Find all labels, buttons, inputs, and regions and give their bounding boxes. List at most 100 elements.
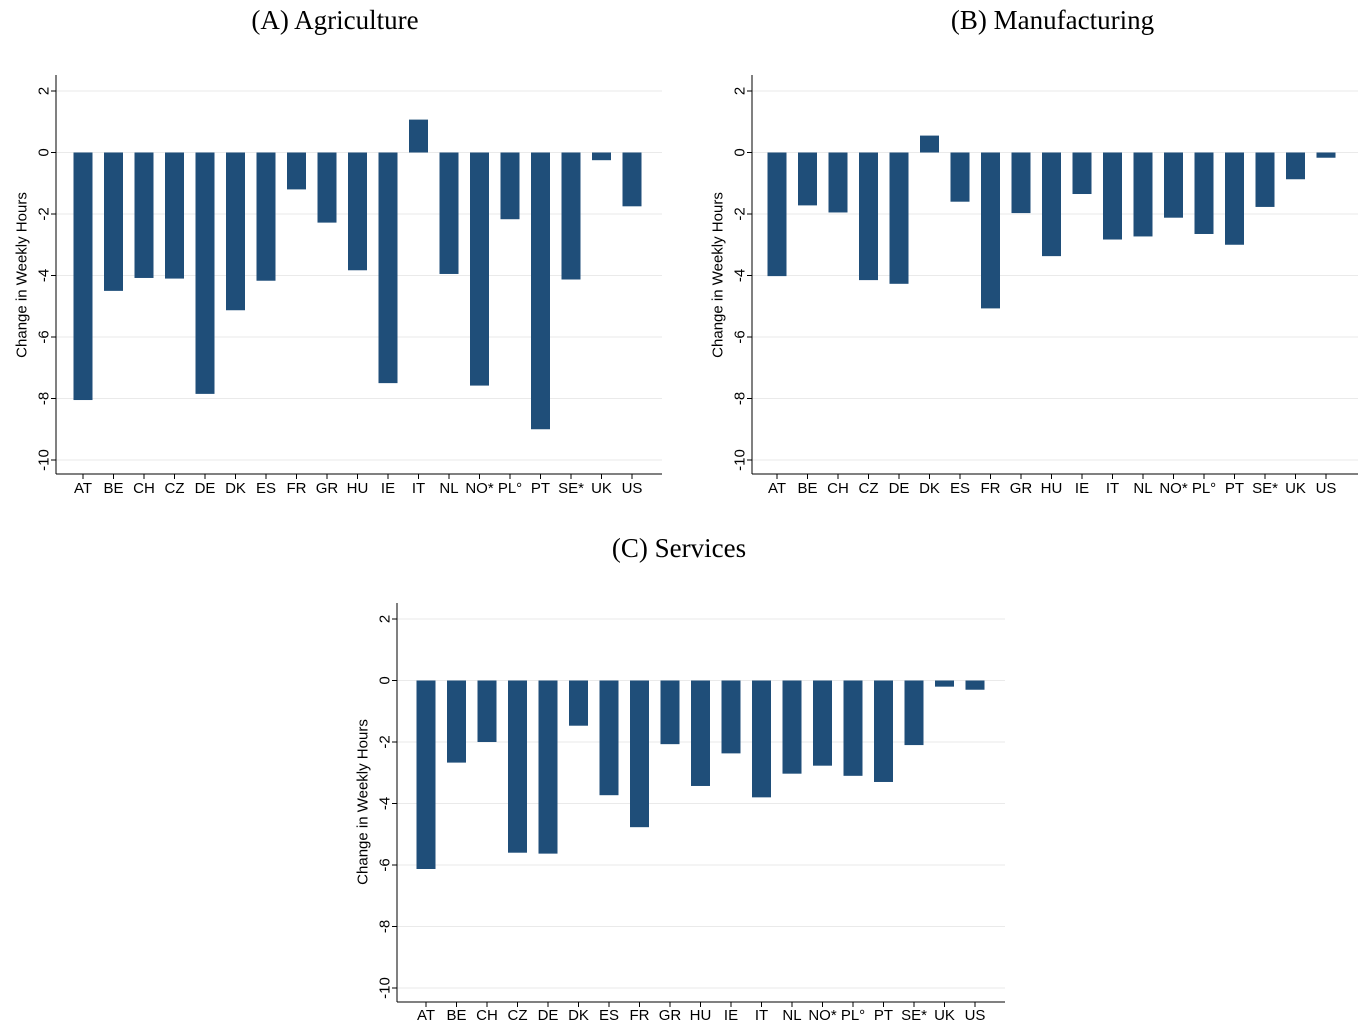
panel-agriculture: (A) Agriculture 2 0 -2 -4 -6 -8 -10 AT BE CH CZ DE D… bbox=[0, 0, 680, 510]
bar-CH bbox=[134, 152, 154, 278]
bar-GR bbox=[1011, 152, 1031, 214]
bar-CH bbox=[477, 680, 497, 742]
y-tick-label: -6 bbox=[732, 330, 749, 343]
x-tick-label: PT bbox=[874, 1007, 893, 1024]
bar-PL° bbox=[500, 152, 520, 220]
x-tick-label: IE bbox=[381, 480, 395, 497]
x-tick-label: US bbox=[622, 480, 643, 497]
bar-FR bbox=[981, 152, 1000, 309]
x-tick-label: UK bbox=[591, 480, 612, 497]
y-tick-label: -4 bbox=[36, 269, 53, 282]
bar-NO* bbox=[1164, 152, 1183, 218]
bar-US bbox=[622, 152, 642, 207]
bar-DK bbox=[226, 152, 245, 311]
y-tick-label: -10 bbox=[732, 449, 749, 471]
x-tick-label: DE bbox=[538, 1007, 559, 1024]
bar-GR bbox=[317, 152, 337, 223]
bar-ES bbox=[256, 152, 276, 281]
bar-AT bbox=[416, 680, 436, 869]
y-tick-label: 0 bbox=[377, 676, 394, 684]
bar-CZ bbox=[859, 152, 878, 281]
bar-SE* bbox=[904, 680, 924, 746]
bar-CZ bbox=[165, 152, 184, 279]
bar-IE bbox=[1072, 152, 1092, 195]
bar-PT bbox=[1225, 152, 1244, 245]
bar-AT bbox=[767, 152, 787, 277]
x-tick-label: IE bbox=[724, 1007, 738, 1024]
x-tick-label: CZ bbox=[859, 480, 879, 497]
bar-UK bbox=[935, 680, 954, 687]
x-tick-label: CH bbox=[827, 480, 849, 497]
bar-IT bbox=[1103, 152, 1122, 240]
y-tick-label: 2 bbox=[377, 615, 394, 623]
x-tick-label: DE bbox=[195, 480, 216, 497]
y-tick-label: -2 bbox=[377, 735, 394, 748]
x-tick-label: BE bbox=[446, 1007, 466, 1024]
x-tick-label: GR bbox=[659, 1007, 682, 1024]
y-tick-label: 2 bbox=[36, 87, 53, 95]
x-tick-label: NO* bbox=[1159, 480, 1188, 497]
bar-NL bbox=[1133, 152, 1153, 237]
bar-HU bbox=[348, 152, 367, 271]
bar-AT bbox=[73, 152, 93, 401]
panel-manufacturing: (B) Manufacturing 2 0 -2 -4 -6 -8 -10 AT BE CH CZ D… bbox=[680, 0, 1359, 510]
panel-title: (C) Services bbox=[611, 533, 747, 563]
chart-services: 2 0 -2 -4 -6 -8 -10 AT BE CH CZ DE DK ES FR GR HU IE IT NL N… bbox=[355, 603, 1005, 1024]
y-tick-label: -10 bbox=[377, 977, 394, 999]
x-tick-label: CH bbox=[476, 1007, 498, 1024]
x-tick-label: CH bbox=[133, 480, 155, 497]
chart-agriculture: 2 0 -2 -4 -6 -8 -10 AT BE CH CZ DE DK ES FR GR HU IE IT NL N… bbox=[14, 75, 662, 497]
bar-DE bbox=[538, 680, 558, 854]
x-tick-label: UK bbox=[934, 1007, 955, 1024]
x-tick-label: PL° bbox=[841, 1007, 865, 1024]
bar-BE bbox=[447, 680, 466, 763]
y-tick-label: -6 bbox=[36, 330, 53, 343]
x-tick-label: IT bbox=[1106, 480, 1119, 497]
x-tick-label: GR bbox=[316, 480, 339, 497]
x-tick-label: CZ bbox=[165, 480, 185, 497]
bar-IE bbox=[378, 152, 398, 384]
bar-NO* bbox=[470, 152, 489, 386]
y-tick-label: -8 bbox=[732, 392, 749, 405]
bar-GR bbox=[660, 680, 680, 745]
x-tick-label: NL bbox=[782, 1007, 801, 1024]
x-tick-label: FR bbox=[630, 1007, 650, 1024]
x-tick-label: US bbox=[965, 1007, 986, 1024]
bar-HU bbox=[1042, 152, 1061, 257]
x-tick-label: NL bbox=[439, 480, 458, 497]
bar-DE bbox=[195, 152, 215, 394]
bar-PL° bbox=[1194, 152, 1214, 234]
bar-DK bbox=[920, 135, 939, 153]
x-tick-label: UK bbox=[1285, 480, 1306, 497]
bar-CH bbox=[828, 152, 848, 213]
bar-IE bbox=[721, 680, 741, 754]
y-tick-label: -4 bbox=[377, 797, 394, 810]
x-tick-label: DK bbox=[225, 480, 246, 497]
x-tick-label: IE bbox=[1075, 480, 1089, 497]
x-tick-label: BE bbox=[797, 480, 817, 497]
bar-US bbox=[965, 680, 985, 690]
bar-US bbox=[1316, 152, 1336, 158]
x-tick-label: FR bbox=[981, 480, 1001, 497]
x-tick-label: HU bbox=[690, 1007, 712, 1024]
x-tick-label: ES bbox=[599, 1007, 619, 1024]
bar-NL bbox=[782, 680, 802, 774]
bar-ES bbox=[599, 680, 619, 796]
bar-ES bbox=[950, 152, 970, 202]
x-tick-label: CZ bbox=[508, 1007, 528, 1024]
y-tick-label: 0 bbox=[36, 148, 53, 156]
y-tick-label: 0 bbox=[732, 148, 749, 156]
bar-PT bbox=[531, 152, 550, 430]
x-tick-label: IT bbox=[412, 480, 425, 497]
bar-PT bbox=[874, 680, 893, 782]
bar-DE bbox=[889, 152, 909, 284]
x-tick-label: SE* bbox=[1252, 480, 1278, 497]
panel-title: (A) Agriculture bbox=[251, 5, 419, 35]
bar-BE bbox=[104, 152, 123, 291]
x-tick-label: AT bbox=[768, 480, 786, 497]
x-tick-label: SE* bbox=[558, 480, 584, 497]
y-axis-title: Change in Weekly Hours bbox=[14, 192, 31, 358]
y-tick-label: -2 bbox=[732, 207, 749, 220]
x-tick-label: NO* bbox=[808, 1007, 837, 1024]
bar-PL° bbox=[843, 680, 863, 776]
